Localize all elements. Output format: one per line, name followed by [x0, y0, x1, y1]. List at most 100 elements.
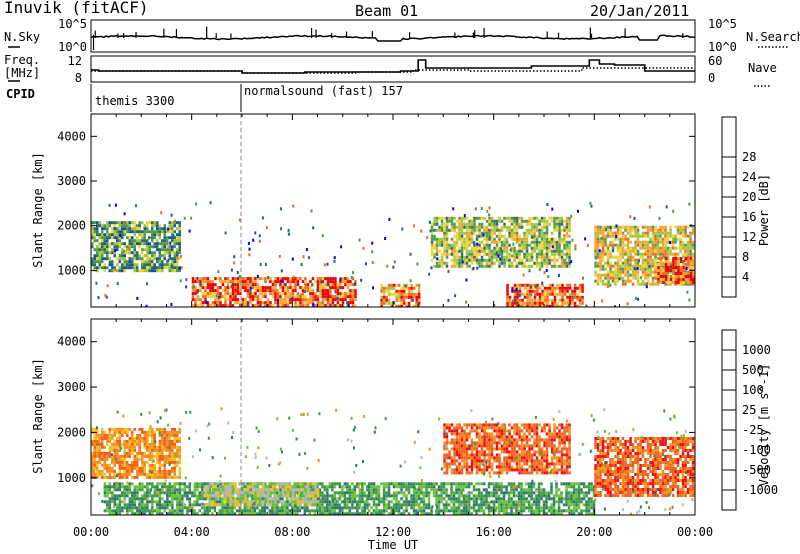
- heatmap-cell: [458, 453, 461, 457]
- heatmap-cell: [366, 500, 369, 504]
- heatmap-cell: [465, 465, 469, 469]
- heatmap-cell: [468, 465, 471, 469]
- heatmap-cell: [246, 503, 250, 507]
- heatmap-cell: [538, 219, 541, 223]
- heatmap-cell: [146, 439, 149, 443]
- heatmap-cell: [279, 485, 282, 489]
- heatmap-cell: [324, 277, 327, 281]
- heatmap-cell: [520, 243, 524, 247]
- heatmap-cell: [387, 286, 391, 290]
- heatmap-cell: [199, 286, 202, 290]
- heatmap-cell: [616, 261, 620, 265]
- heatmap-cell: [433, 228, 436, 232]
- heatmap-cell: [465, 462, 469, 466]
- heatmap-cell: [558, 292, 562, 296]
- heatmap-cell: [248, 509, 252, 513]
- heatmap-cell: [173, 230, 176, 234]
- heatmap-cell: [343, 482, 347, 486]
- heatmap-cell: [111, 260, 114, 264]
- heatmap-cell: [458, 432, 461, 436]
- heatmap-cell: [606, 225, 610, 229]
- heatmap-cell: [558, 264, 561, 268]
- heatmap-cell: [264, 488, 267, 492]
- heatmap-cell: [113, 485, 117, 489]
- heatmap-cell: [161, 445, 164, 449]
- heatmap-cell: [276, 512, 279, 515]
- heatmap-cell: [538, 295, 542, 299]
- heatmap-cell: [468, 258, 471, 262]
- heatmap-cell: [176, 488, 179, 492]
- heatmap-cell: [478, 234, 481, 238]
- heatmap-cell: [455, 453, 459, 457]
- scatter-echo: [114, 203, 117, 207]
- heatmap-cell: [303, 506, 307, 510]
- heatmap-cell: [206, 482, 209, 486]
- heatmap-cell: [515, 249, 519, 253]
- heatmap-cell: [573, 295, 577, 299]
- heatmap-cell: [304, 295, 307, 299]
- heatmap-cell: [163, 236, 166, 240]
- heatmap-cell: [93, 227, 96, 231]
- heatmap-cell: [324, 304, 327, 307]
- scatter-echo: [658, 216, 661, 220]
- heatmap-cell: [163, 224, 166, 228]
- heatmap-cell: [548, 261, 551, 265]
- heatmap-cell: [289, 298, 292, 302]
- heatmap-cell: [118, 260, 121, 264]
- heatmap-cell: [548, 246, 551, 250]
- scatter-echo: [429, 229, 432, 233]
- heatmap-cell: [123, 427, 126, 431]
- heatmap-cell: [463, 465, 466, 469]
- heatmap-cell: [171, 236, 174, 240]
- heatmap-cell: [244, 298, 247, 302]
- heatmap-cell: [541, 289, 544, 293]
- heatmap-cell: [161, 472, 164, 476]
- heatmap-cell: [106, 266, 109, 270]
- heatmap-cell: [631, 225, 635, 229]
- heatmap-cell: [351, 500, 354, 504]
- heatmap-cell: [558, 240, 561, 244]
- heatmap-cell: [485, 240, 489, 244]
- heatmap-cell: [689, 260, 693, 263]
- heatmap-cell: [254, 286, 257, 290]
- heatmap-cell: [458, 261, 461, 265]
- heatmap-cell: [198, 509, 202, 513]
- heatmap-cell: [138, 482, 142, 486]
- heatmap-cell: [636, 261, 640, 265]
- heatmap-cell: [478, 252, 481, 256]
- heatmap-cell: [209, 491, 212, 495]
- heatmap-cell: [538, 255, 541, 259]
- heatmap-cell: [254, 503, 257, 507]
- heatmap-cell: [141, 503, 144, 507]
- heatmap-cell: [204, 289, 207, 293]
- heatmap-cell: [679, 282, 682, 286]
- heatmap-cell: [518, 237, 521, 241]
- heatmap-cell: [226, 283, 230, 287]
- heatmap-cell: [651, 246, 655, 250]
- heatmap-cell: [176, 236, 179, 240]
- heatmap-cell: [596, 252, 600, 256]
- heatmap-cell: [528, 283, 532, 287]
- scatter-echo: [122, 221, 125, 225]
- heatmap-cell: [354, 289, 357, 293]
- heatmap-cell: [303, 482, 307, 486]
- heatmap-cell: [468, 231, 471, 235]
- heatmap-cell: [561, 301, 564, 305]
- heatmap-cell: [440, 264, 444, 268]
- heatmap-cell: [318, 488, 322, 492]
- heatmap-cell: [573, 289, 577, 293]
- scatter-echo: [499, 247, 502, 251]
- heatmap-cell: [106, 488, 109, 492]
- heatmap-cell: [450, 459, 454, 463]
- heatmap-cell: [173, 257, 176, 261]
- heatmap-cell: [545, 234, 549, 238]
- heatmap-cell: [331, 304, 335, 307]
- heatmap-cell: [664, 228, 667, 232]
- heatmap-cell: [545, 261, 549, 265]
- heatmap-cell: [198, 482, 202, 486]
- heatmap-cell: [629, 228, 632, 232]
- heatmap-cell: [118, 460, 121, 464]
- heatmap-cell: [455, 471, 459, 475]
- heatmap-cell: [465, 438, 469, 442]
- heatmap-cell: [254, 292, 257, 296]
